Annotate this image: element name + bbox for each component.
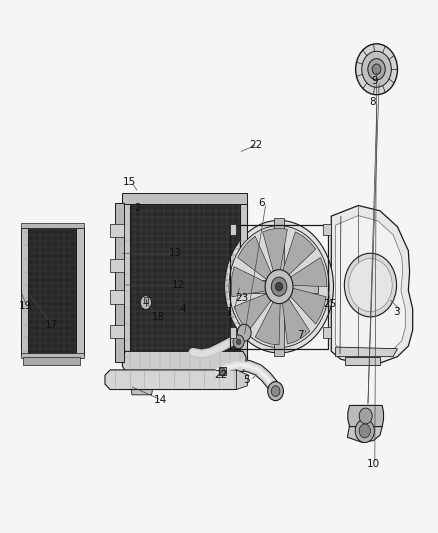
Polygon shape bbox=[110, 259, 124, 272]
Text: 2: 2 bbox=[134, 203, 141, 213]
Polygon shape bbox=[110, 325, 124, 338]
Circle shape bbox=[372, 64, 381, 75]
Text: 5: 5 bbox=[243, 375, 250, 385]
Polygon shape bbox=[336, 216, 405, 356]
Circle shape bbox=[355, 419, 374, 442]
Text: 7: 7 bbox=[297, 330, 304, 341]
Polygon shape bbox=[231, 266, 266, 297]
Polygon shape bbox=[283, 232, 316, 276]
Text: 3: 3 bbox=[393, 306, 400, 317]
Circle shape bbox=[359, 408, 372, 424]
Text: 23: 23 bbox=[236, 293, 249, 303]
Text: 18: 18 bbox=[152, 312, 165, 322]
Circle shape bbox=[237, 339, 241, 344]
Circle shape bbox=[271, 386, 280, 397]
Polygon shape bbox=[274, 217, 284, 356]
Polygon shape bbox=[255, 301, 280, 345]
Polygon shape bbox=[21, 223, 84, 228]
Polygon shape bbox=[240, 202, 247, 365]
Circle shape bbox=[219, 368, 225, 375]
Polygon shape bbox=[110, 224, 124, 237]
Polygon shape bbox=[345, 357, 380, 365]
Circle shape bbox=[233, 335, 244, 349]
Circle shape bbox=[349, 259, 392, 312]
Polygon shape bbox=[263, 228, 287, 272]
Polygon shape bbox=[290, 288, 326, 324]
Circle shape bbox=[140, 296, 152, 310]
Polygon shape bbox=[219, 367, 226, 375]
Polygon shape bbox=[125, 372, 197, 382]
Text: 14: 14 bbox=[154, 395, 167, 405]
Circle shape bbox=[225, 220, 333, 353]
Polygon shape bbox=[21, 228, 28, 355]
Text: 1: 1 bbox=[226, 306, 232, 317]
Polygon shape bbox=[122, 202, 130, 365]
Text: 22: 22 bbox=[250, 140, 263, 150]
Polygon shape bbox=[348, 406, 384, 426]
Polygon shape bbox=[131, 387, 153, 395]
Polygon shape bbox=[283, 298, 310, 344]
Text: 17: 17 bbox=[45, 320, 58, 330]
Circle shape bbox=[359, 424, 371, 438]
Polygon shape bbox=[240, 280, 318, 293]
Text: 25: 25 bbox=[323, 298, 337, 309]
Polygon shape bbox=[144, 297, 148, 303]
Text: 22: 22 bbox=[214, 370, 227, 380]
Text: 19: 19 bbox=[19, 301, 32, 311]
Circle shape bbox=[229, 225, 329, 348]
Polygon shape bbox=[347, 418, 382, 442]
Circle shape bbox=[271, 277, 287, 296]
Circle shape bbox=[344, 253, 396, 317]
Text: 13: 13 bbox=[169, 248, 182, 259]
Circle shape bbox=[276, 282, 283, 291]
Polygon shape bbox=[116, 203, 124, 362]
Circle shape bbox=[268, 382, 283, 401]
Polygon shape bbox=[21, 353, 84, 358]
Polygon shape bbox=[110, 290, 124, 304]
Circle shape bbox=[356, 44, 397, 95]
Polygon shape bbox=[323, 327, 331, 338]
Polygon shape bbox=[76, 228, 84, 355]
Circle shape bbox=[368, 59, 385, 80]
Text: 8: 8 bbox=[369, 97, 376, 107]
Polygon shape bbox=[127, 203, 241, 363]
Text: 4: 4 bbox=[179, 304, 186, 314]
Text: 12: 12 bbox=[172, 280, 185, 290]
Polygon shape bbox=[122, 351, 246, 372]
Polygon shape bbox=[105, 370, 242, 390]
Polygon shape bbox=[230, 327, 237, 338]
Polygon shape bbox=[122, 193, 247, 204]
Text: 15: 15 bbox=[123, 176, 137, 187]
Text: 9: 9 bbox=[371, 76, 378, 86]
Polygon shape bbox=[290, 257, 327, 287]
Polygon shape bbox=[234, 293, 272, 332]
Polygon shape bbox=[336, 347, 397, 357]
Polygon shape bbox=[323, 224, 331, 235]
Polygon shape bbox=[237, 236, 272, 280]
Circle shape bbox=[362, 51, 391, 87]
Circle shape bbox=[265, 270, 293, 304]
Polygon shape bbox=[127, 381, 158, 389]
Polygon shape bbox=[237, 370, 249, 390]
Text: 10: 10 bbox=[367, 459, 380, 469]
Polygon shape bbox=[331, 206, 413, 363]
Polygon shape bbox=[230, 224, 237, 235]
Text: 6: 6 bbox=[258, 198, 265, 208]
Polygon shape bbox=[23, 357, 80, 365]
Circle shape bbox=[237, 324, 251, 341]
Polygon shape bbox=[27, 227, 78, 357]
